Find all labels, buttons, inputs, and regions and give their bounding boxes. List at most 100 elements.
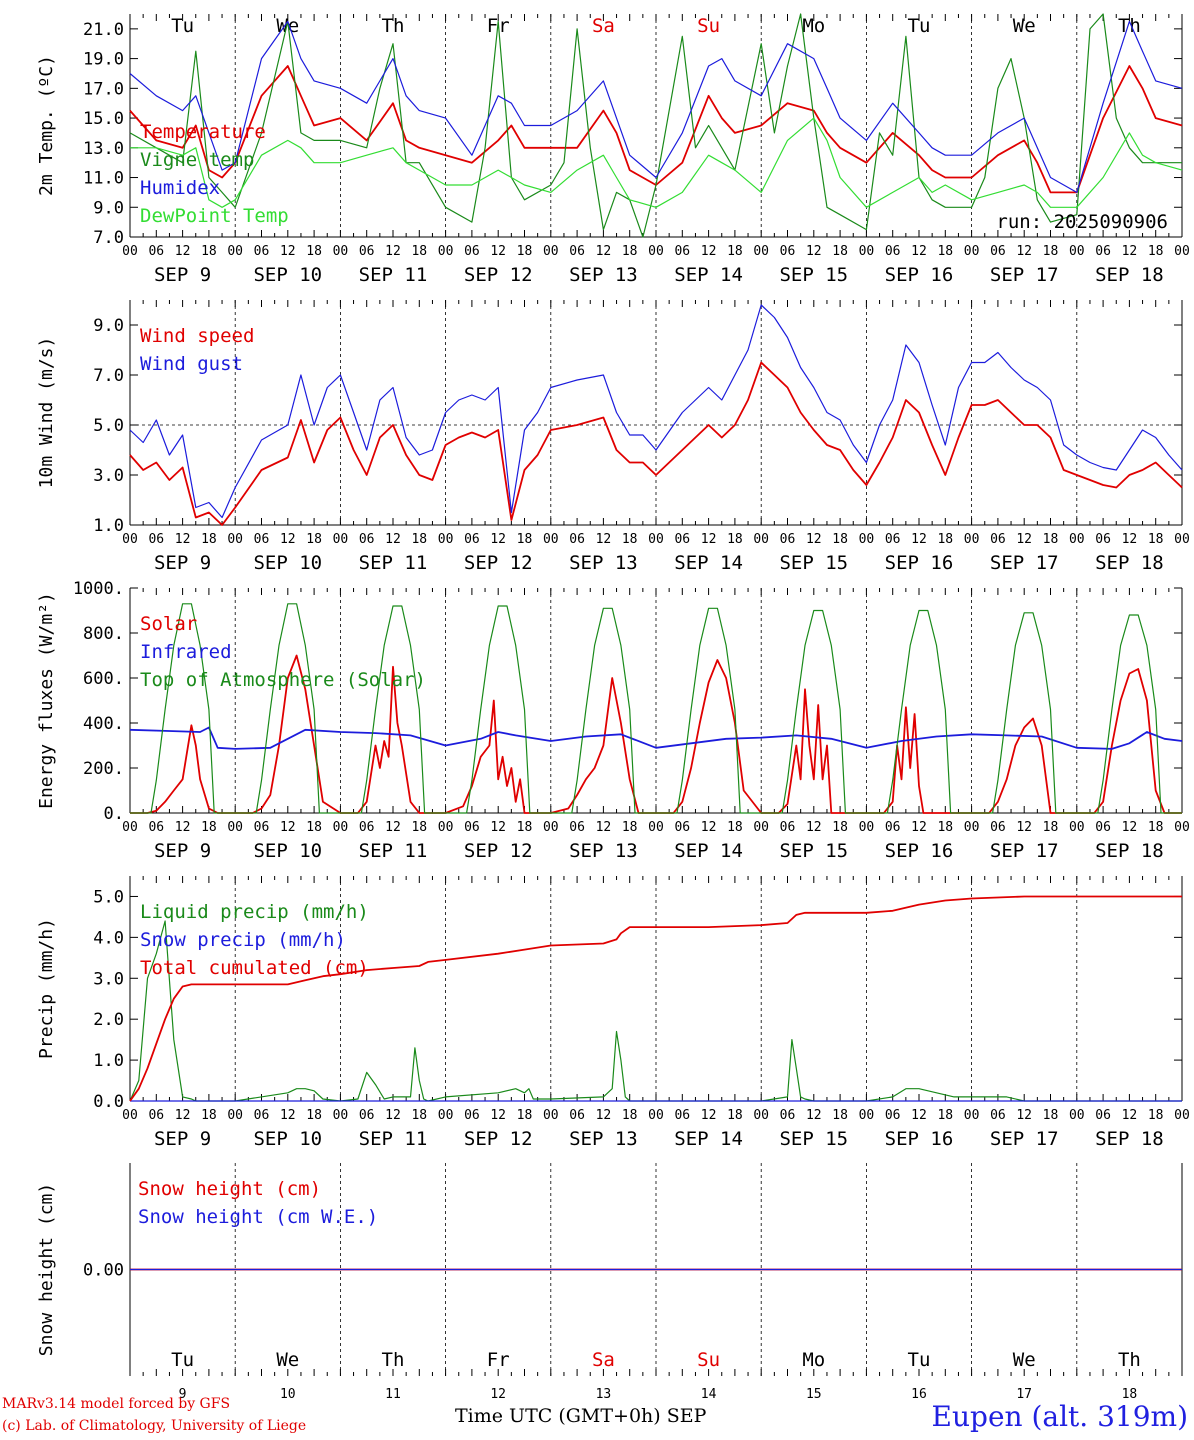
- hour-tick-label: 12: [175, 244, 191, 259]
- hour-tick-label: 00: [333, 532, 349, 547]
- legend-entry: Liquid precip (mm/h): [140, 901, 369, 923]
- series-line: [130, 603, 1182, 814]
- hour-tick-label: 00: [753, 532, 769, 547]
- hour-tick-label: 18: [1148, 1108, 1164, 1123]
- hour-tick-label: 18: [306, 1108, 322, 1123]
- day-label: SEP 10: [253, 840, 322, 862]
- day-label: SEP 13: [569, 840, 638, 862]
- weekday-label: Th: [382, 15, 405, 37]
- hour-tick-label: 00: [1174, 820, 1190, 835]
- hour-tick-label: 00: [122, 532, 138, 547]
- hour-tick-label: 12: [701, 1108, 717, 1123]
- hour-tick-label: 18: [622, 532, 638, 547]
- y-tick-label: 800.: [83, 624, 124, 644]
- hour-tick-label: 12: [280, 244, 296, 259]
- hour-tick-label: 00: [333, 1108, 349, 1123]
- hour-tick-label: 00: [333, 244, 349, 259]
- y-tick-label: 0.00: [83, 1261, 124, 1281]
- hour-tick-label: 06: [464, 1108, 480, 1123]
- hour-tick-label: 00: [543, 532, 559, 547]
- hour-tick-label: 18: [1148, 820, 1164, 835]
- weekday-label: We: [276, 1349, 299, 1371]
- hour-tick-label: 00: [1174, 244, 1190, 259]
- hour-tick-label: 06: [990, 244, 1006, 259]
- hour-tick-label: 12: [1016, 532, 1032, 547]
- weekday-label: Sa: [592, 15, 615, 37]
- hour-tick-label: 18: [937, 244, 953, 259]
- day-label: SEP 17: [990, 1128, 1059, 1150]
- hour-tick-label: 06: [148, 1108, 164, 1123]
- time-axis-title: Time UTC (GMT+0h) SEP: [455, 1405, 707, 1427]
- hour-tick-label: 00: [648, 1108, 664, 1123]
- hour-tick-label: 18: [201, 532, 217, 547]
- series-line: [129, 13, 1182, 238]
- day-label: SEP 15: [779, 840, 848, 862]
- hour-tick-label: 00: [227, 532, 243, 547]
- hour-tick-label: 06: [1095, 244, 1111, 259]
- hour-tick-label: 12: [701, 244, 717, 259]
- hour-tick-label: 00: [1069, 1108, 1085, 1123]
- y-axis-title: Snow height (cm): [36, 1183, 57, 1356]
- hour-tick-label: 06: [254, 244, 270, 259]
- hour-tick-label: 00: [1069, 244, 1085, 259]
- hour-tick-label: 18: [517, 244, 533, 259]
- day-label: SEP 9: [154, 1128, 211, 1150]
- hour-tick-label: 00: [438, 244, 454, 259]
- hour-tick-label: 12: [175, 532, 191, 547]
- weekday-label: Th: [1118, 15, 1141, 37]
- hour-tick-label: 06: [674, 244, 690, 259]
- y-axis-title: 2m Temp. (ºC): [36, 55, 57, 196]
- day-number: 13: [596, 1387, 612, 1402]
- y-tick-label: 15.0: [83, 109, 124, 129]
- day-label: SEP 10: [253, 552, 322, 574]
- hour-tick-label: 00: [543, 244, 559, 259]
- hour-tick-label: 12: [1016, 820, 1032, 835]
- model-credit: MARv3.14 model forced by GFS: [2, 1396, 231, 1412]
- day-label: SEP 14: [674, 1128, 743, 1150]
- y-axis-title: 10m Wind (m/s): [36, 337, 57, 489]
- hour-tick-label: 00: [964, 820, 980, 835]
- hour-tick-label: 12: [596, 532, 612, 547]
- legend-entry: Total cumulated (cm): [140, 957, 369, 979]
- hour-tick-label: 12: [911, 820, 927, 835]
- day-label: SEP 18: [1095, 552, 1164, 574]
- y-tick-label: 17.0: [83, 79, 124, 99]
- hour-tick-label: 18: [727, 820, 743, 835]
- day-label: SEP 10: [253, 264, 322, 286]
- hour-tick-label: 12: [280, 820, 296, 835]
- y-tick-label: 4.0: [93, 928, 124, 948]
- lab-credit: (c) Lab. of Climatology, University of L…: [2, 1418, 307, 1434]
- y-tick-label: 5.0: [93, 416, 124, 436]
- y-tick-label: 1000.: [73, 579, 124, 599]
- series-line: [129, 895, 1182, 1102]
- hour-tick-label: 18: [411, 1108, 427, 1123]
- weekday-label: Mo: [802, 15, 825, 37]
- day-number: 18: [1122, 1387, 1138, 1402]
- hour-tick-label: 12: [1016, 244, 1032, 259]
- day-label: SEP 14: [674, 840, 743, 862]
- weekday-label: We: [1013, 15, 1036, 37]
- legend-entry: Wind gust: [140, 353, 243, 375]
- hour-tick-label: 18: [517, 820, 533, 835]
- hour-tick-label: 06: [885, 1108, 901, 1123]
- day-number: 17: [1016, 1387, 1032, 1402]
- hour-tick-label: 00: [438, 532, 454, 547]
- legend-entry: Snow height (cm W.E.): [138, 1206, 378, 1228]
- hour-tick-label: 06: [148, 244, 164, 259]
- y-tick-label: 2.0: [93, 1010, 124, 1030]
- day-label: SEP 12: [464, 840, 533, 862]
- day-label: SEP 14: [674, 552, 743, 574]
- hour-tick-label: 00: [543, 1108, 559, 1123]
- weekday-label: Th: [382, 1349, 405, 1371]
- hour-tick-label: 18: [201, 1108, 217, 1123]
- day-label: SEP 18: [1095, 840, 1164, 862]
- hour-tick-label: 06: [990, 1108, 1006, 1123]
- legend-entry: Temperature: [140, 121, 266, 143]
- day-label: SEP 9: [154, 840, 211, 862]
- hour-tick-label: 12: [175, 1108, 191, 1123]
- hour-tick-label: 18: [306, 820, 322, 835]
- day-label: SEP 11: [359, 1128, 428, 1150]
- hour-tick-label: 18: [1043, 820, 1059, 835]
- hour-tick-label: 06: [674, 820, 690, 835]
- hour-tick-label: 00: [122, 244, 138, 259]
